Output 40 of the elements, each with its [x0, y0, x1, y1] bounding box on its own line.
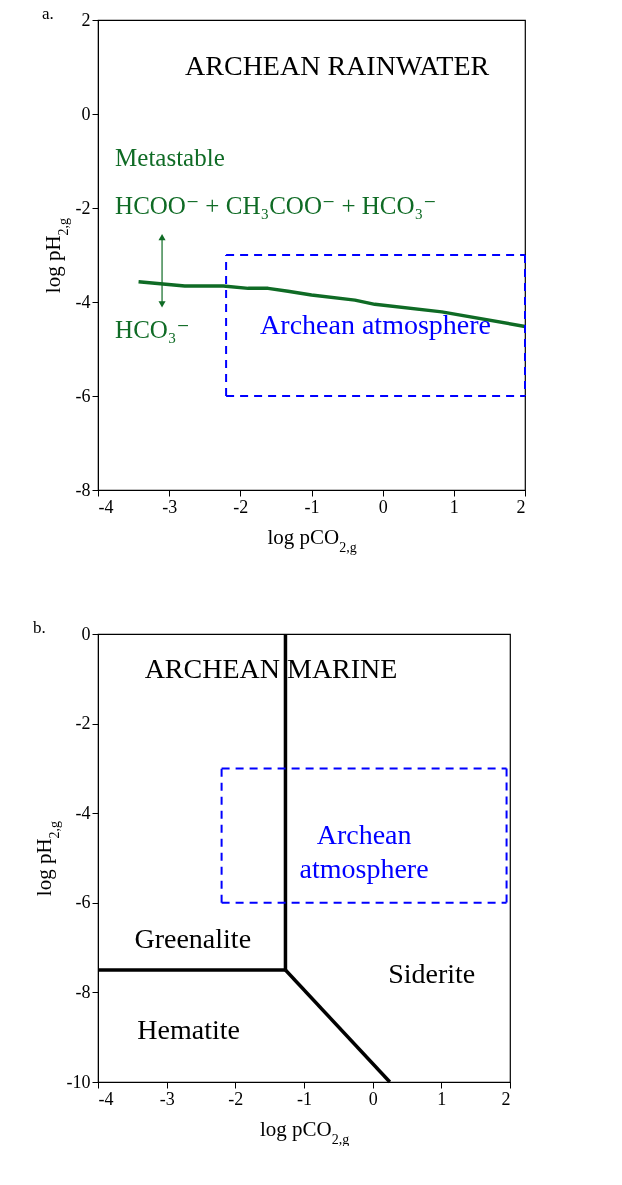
annotation: HCO₃⁻: [115, 316, 190, 344]
x-tick-label: 2: [516, 496, 526, 517]
annotation: Siderite: [388, 958, 476, 990]
x-tick-label: -2: [233, 496, 249, 517]
y-tick-label: 0: [81, 623, 91, 644]
x-tick-label: -1: [304, 496, 320, 517]
y-tick-label: -2: [75, 197, 91, 218]
x-tick-label: -2: [228, 1088, 244, 1109]
x-tick-label: -3: [162, 496, 178, 517]
series-label: Archean atmosphere: [299, 818, 429, 884]
x-axis-title: log pCO$_{2,g}$: [267, 524, 357, 554]
annotation: ARCHEAN RAINWATER: [185, 50, 490, 81]
x-tick-label: -4: [98, 1088, 114, 1109]
x-tick-label: -4: [98, 496, 114, 517]
x-tick-label: 0: [378, 496, 388, 517]
annotation: HCOO⁻ + CH₃COO⁻ + HCO₃⁻: [115, 191, 437, 219]
x-tick-label: -3: [159, 1088, 175, 1109]
chart-title: a.: [42, 4, 54, 23]
y-tick-label: 0: [81, 103, 91, 124]
annotation: ARCHEAN MARINE: [144, 652, 398, 684]
y-tick-label: -4: [75, 802, 91, 823]
annotation: Greenalite: [134, 923, 252, 955]
y-tick-label: -8: [75, 479, 91, 500]
y-tick-label: -6: [75, 385, 91, 406]
x-axis-title: log pCO$_{2,g}$: [259, 1116, 350, 1146]
x-tick-label: 1: [449, 496, 459, 517]
chart-title: b.: [33, 618, 46, 637]
annotation: Metastable: [115, 143, 225, 171]
y-tick-label: -2: [75, 713, 91, 734]
annotation: Hematite: [137, 1013, 240, 1045]
y-tick-label: -6: [75, 892, 91, 913]
x-tick-label: 0: [368, 1088, 378, 1109]
x-tick-label: -1: [297, 1088, 312, 1109]
y-tick-label: -10: [66, 1071, 91, 1092]
x-tick-label: 1: [437, 1088, 447, 1109]
y-tick-label: -4: [75, 291, 91, 312]
y-tick-label: -8: [75, 981, 91, 1002]
series-label: Archean atmosphere: [260, 308, 491, 340]
y-tick-label: 2: [81, 9, 91, 30]
x-tick-label: 2: [501, 1088, 511, 1109]
